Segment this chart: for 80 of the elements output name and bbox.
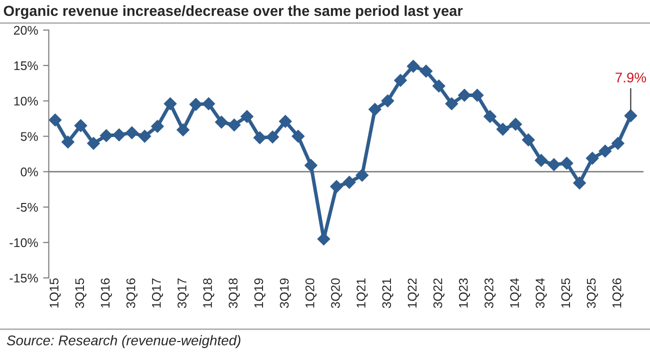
x-tick-label: 3Q15 (75, 278, 86, 308)
x-tick-label: 1Q15 (50, 278, 61, 308)
point (586, 152, 599, 165)
point (432, 80, 446, 92)
x-tick-label: 1Q22 (408, 278, 419, 308)
x-tick-label: 3Q25 (586, 278, 598, 308)
point (394, 74, 407, 87)
y-tick-label: 0% (20, 167, 38, 176)
point (138, 130, 152, 143)
y-tick-label: -5% (16, 202, 38, 212)
point (151, 120, 164, 133)
point (356, 168, 369, 182)
point (522, 133, 535, 146)
data-label: 7.9% (616, 72, 646, 82)
y-tick-label: 15% (14, 61, 38, 70)
point (176, 124, 190, 136)
point (470, 88, 484, 102)
y-tick-label: 5% (20, 132, 38, 141)
point (253, 131, 266, 144)
point (240, 110, 254, 123)
x-tick-label: 1Q25 (561, 278, 572, 308)
x-tick-label: 1Q26 (612, 278, 624, 308)
point (560, 156, 574, 170)
y-tick-label: 20% (14, 26, 38, 35)
point (381, 94, 394, 108)
point (74, 119, 88, 132)
point (48, 114, 62, 126)
point (189, 98, 202, 111)
x-tick-label: 3Q17 (178, 278, 189, 308)
point (458, 88, 471, 102)
y-tick-label: -15% (10, 274, 38, 283)
x-tick-label: 1Q19 (254, 278, 266, 308)
x-tick-label: 3Q19 (280, 278, 291, 308)
x-tick-label: 3Q21 (382, 278, 394, 308)
x-tick-label: 1Q18 (203, 278, 214, 308)
x-tick-label: 3Q22 (433, 278, 444, 308)
point (317, 232, 330, 246)
x-tick-label: 3Q18 (228, 278, 240, 308)
x-tick-label: 3Q16 (126, 278, 138, 308)
point (612, 136, 624, 150)
x-tick-label: 1Q17 (152, 278, 164, 308)
x-tick-label: 3Q24 (536, 278, 547, 308)
point (420, 64, 432, 78)
point (342, 176, 356, 189)
chart-title: Organic revenue increase/decrease over the same period last year (4, 5, 463, 19)
point (496, 122, 510, 136)
point (278, 115, 292, 128)
point (62, 136, 74, 148)
point (100, 129, 113, 142)
y-tick-label: -10% (10, 238, 38, 248)
point (509, 118, 522, 131)
x-tick-label: 1Q23 (458, 278, 470, 308)
point (624, 109, 638, 122)
point (164, 97, 177, 110)
x-tick-label: 1Q24 (510, 278, 522, 308)
point (112, 128, 126, 142)
point (445, 97, 458, 110)
point (87, 136, 100, 150)
point (484, 110, 496, 123)
point (266, 130, 279, 144)
x-tick-label: 1Q16 (100, 278, 112, 308)
point (125, 126, 138, 140)
point (292, 130, 305, 143)
point (215, 116, 228, 129)
source-note: Source: Research (revenue-weighted) (6, 335, 240, 348)
point (598, 144, 612, 158)
point (304, 158, 318, 172)
x-tick-label: 3Q20 (331, 278, 342, 308)
point (228, 118, 241, 132)
point (330, 180, 343, 193)
x-tick-label: 3Q23 (484, 278, 496, 308)
point (573, 176, 586, 190)
point (406, 60, 420, 73)
y-tick-label: 10% (14, 96, 38, 106)
x-tick-label: 1Q20 (305, 278, 317, 308)
x-tick-label: 1Q21 (356, 278, 368, 308)
point (548, 158, 560, 172)
point (534, 154, 548, 167)
point (202, 97, 216, 110)
point (368, 102, 382, 116)
